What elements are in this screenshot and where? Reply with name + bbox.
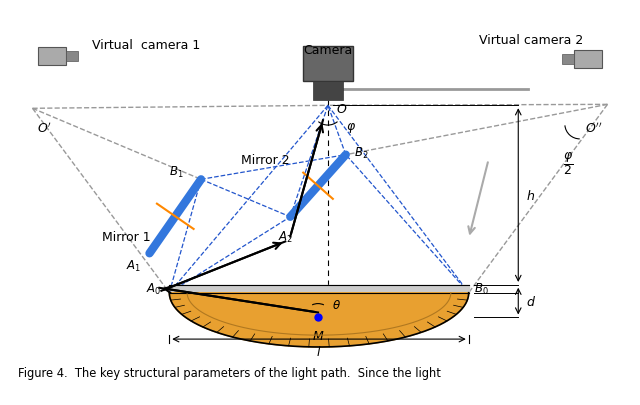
Text: $M$: $M$ xyxy=(312,329,324,342)
Text: $\varphi$: $\varphi$ xyxy=(346,121,356,135)
Text: $O'$: $O'$ xyxy=(38,122,52,136)
Text: $O$: $O$ xyxy=(336,102,348,115)
FancyBboxPatch shape xyxy=(38,48,66,66)
Text: $B_2$: $B_2$ xyxy=(354,146,368,161)
Text: $O''$: $O''$ xyxy=(585,122,602,136)
FancyBboxPatch shape xyxy=(66,52,78,62)
Text: $h$: $h$ xyxy=(526,189,535,202)
Text: $d$: $d$ xyxy=(526,294,536,308)
Polygon shape xyxy=(170,293,468,347)
Text: $B_0$: $B_0$ xyxy=(474,281,488,296)
FancyBboxPatch shape xyxy=(313,81,343,101)
Text: $A_2$: $A_2$ xyxy=(278,229,293,244)
FancyBboxPatch shape xyxy=(562,55,574,65)
Text: $B_1$: $B_1$ xyxy=(169,164,183,179)
Text: $\theta$: $\theta$ xyxy=(332,299,341,312)
FancyBboxPatch shape xyxy=(574,51,602,69)
Text: Mirror 2: Mirror 2 xyxy=(241,154,289,167)
Text: Camera: Camera xyxy=(303,44,353,57)
FancyBboxPatch shape xyxy=(303,47,353,81)
Text: $l$: $l$ xyxy=(316,344,322,358)
Text: Virtual camera 2: Virtual camera 2 xyxy=(479,34,583,47)
Text: $\dfrac{\varphi}{2}$: $\dfrac{\varphi}{2}$ xyxy=(563,149,573,176)
Text: Mirror 1: Mirror 1 xyxy=(102,230,150,243)
Text: Figure 4.  The key structural parameters of the light path.  Since the light: Figure 4. The key structural parameters … xyxy=(18,366,440,379)
Text: Virtual  camera 1: Virtual camera 1 xyxy=(92,39,200,52)
Text: $A_0$: $A_0$ xyxy=(146,281,161,296)
Text: $A_1$: $A_1$ xyxy=(127,258,141,274)
